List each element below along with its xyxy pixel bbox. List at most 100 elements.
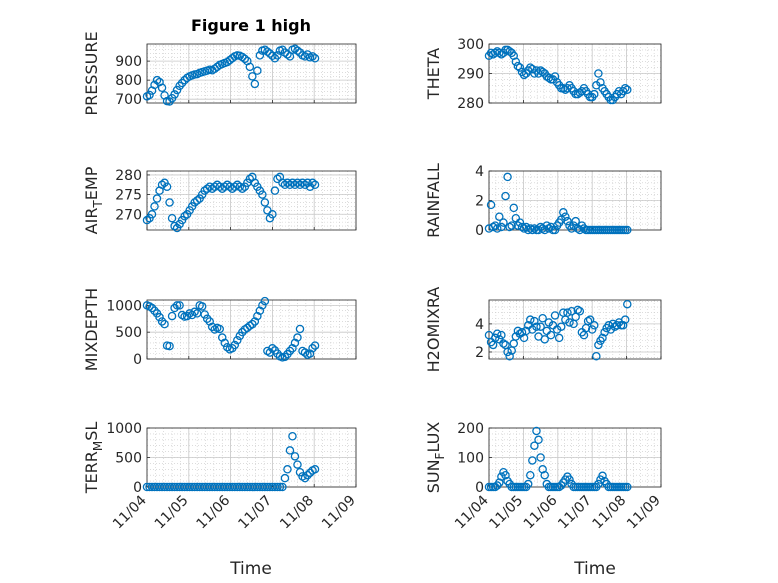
data-point	[285, 180, 295, 190]
y-tick-label: 0	[475, 480, 484, 496]
y-axis-label: THETA	[424, 48, 443, 100]
data-point	[300, 180, 310, 190]
data-point	[620, 84, 630, 93]
data-point	[567, 306, 576, 316]
subplot-pressure: 700 800 900 PRESSURE	[82, 31, 357, 116]
data-point	[172, 301, 182, 310]
data-point	[623, 85, 632, 94]
data-point	[488, 222, 498, 232]
data-point	[513, 61, 523, 71]
y-axis-label-part: SUN	[424, 459, 443, 493]
data-point	[295, 467, 305, 477]
y-tick-label: 4	[475, 317, 484, 333]
data-point	[283, 178, 292, 188]
data-point	[579, 224, 589, 233]
data-point	[565, 475, 574, 484]
data-point	[308, 52, 317, 61]
subplot-h2omixra: 2 4 H2OMIXRA	[424, 287, 662, 373]
data-point	[142, 215, 152, 225]
data-point	[152, 75, 162, 85]
data-point	[180, 211, 189, 221]
data-point	[509, 51, 519, 61]
data-point	[268, 344, 277, 353]
data-point	[248, 319, 257, 329]
data-point	[147, 210, 157, 219]
y-tick-label: 0	[133, 352, 142, 368]
data-point	[530, 316, 539, 326]
axes-box	[146, 43, 357, 104]
data-point	[310, 465, 320, 474]
data-point	[583, 316, 593, 326]
data-point	[260, 198, 270, 207]
data-point	[278, 178, 287, 188]
data-point	[505, 222, 514, 232]
data-point	[511, 57, 521, 66]
axes-box	[146, 299, 357, 360]
data-point	[298, 178, 307, 188]
data-point	[623, 299, 632, 309]
x-tick-label: 11/04	[110, 492, 150, 532]
data-point	[563, 216, 572, 226]
data-point	[268, 51, 277, 61]
data-point	[493, 329, 502, 338]
data-point	[573, 305, 583, 315]
subplot-theta: 280 290 300 THETA	[424, 37, 662, 112]
y-axis-label: H2OMIXRA	[424, 287, 443, 373]
y-tick-label: 0	[475, 223, 484, 239]
data-point	[594, 69, 603, 78]
data-point	[540, 470, 549, 480]
data-point	[167, 311, 177, 321]
data-point	[255, 306, 265, 315]
subplot-mixdepth: 0 500 1000 MIXDEPTH	[82, 288, 357, 371]
x-axis-label-right: Time	[573, 559, 616, 579]
data-point	[517, 328, 527, 337]
data-point	[563, 308, 572, 317]
x-tick-label: 11/09	[624, 493, 664, 533]
data-point	[192, 196, 202, 205]
data-point	[268, 210, 277, 219]
data-point	[598, 471, 607, 481]
data-point	[620, 315, 630, 324]
data-point	[165, 341, 174, 351]
x-tick-label: 11/05	[486, 493, 526, 533]
y-axis-label-part: TERR	[82, 451, 101, 494]
data-point	[507, 221, 516, 230]
y-axis-label-part: MIXDEPTH	[82, 288, 101, 371]
x-tick-label: 11/08	[590, 493, 630, 533]
data-point	[575, 306, 585, 316]
data-point	[300, 348, 310, 357]
y-axis-label-part: THETA	[424, 48, 443, 100]
x-tick-label: 11/07	[235, 493, 275, 533]
data-point	[590, 321, 599, 330]
data-point	[205, 182, 214, 191]
y-axis-label: RAINFALL	[424, 163, 443, 238]
y-axis-label-part: EMP	[82, 166, 101, 200]
data-point	[515, 218, 525, 227]
data-point	[288, 432, 297, 441]
y-tick-label: 0	[133, 480, 142, 496]
data-point	[528, 64, 537, 74]
data-point	[303, 470, 312, 480]
data-point	[604, 321, 613, 330]
data-point	[519, 224, 529, 233]
y-tick-label: 500	[115, 451, 142, 467]
y-tick-label: 200	[457, 421, 484, 437]
data-point	[270, 186, 280, 195]
figure-title: Figure 1 high	[191, 16, 311, 35]
y-tick-label: 2	[475, 194, 484, 210]
axes-box	[488, 299, 662, 360]
data-point	[538, 465, 547, 474]
data-point	[288, 178, 297, 188]
y-tick-label: 700	[115, 92, 142, 108]
data-point	[530, 441, 539, 450]
data-point	[182, 311, 192, 321]
y-axis-label: TERRMSL	[82, 422, 105, 495]
data-point	[505, 351, 514, 361]
data-point	[536, 322, 545, 331]
y-tick-label: 500	[115, 325, 142, 341]
data-point	[295, 180, 305, 190]
data-point	[536, 453, 545, 462]
y-tick-label: 900	[115, 54, 142, 70]
